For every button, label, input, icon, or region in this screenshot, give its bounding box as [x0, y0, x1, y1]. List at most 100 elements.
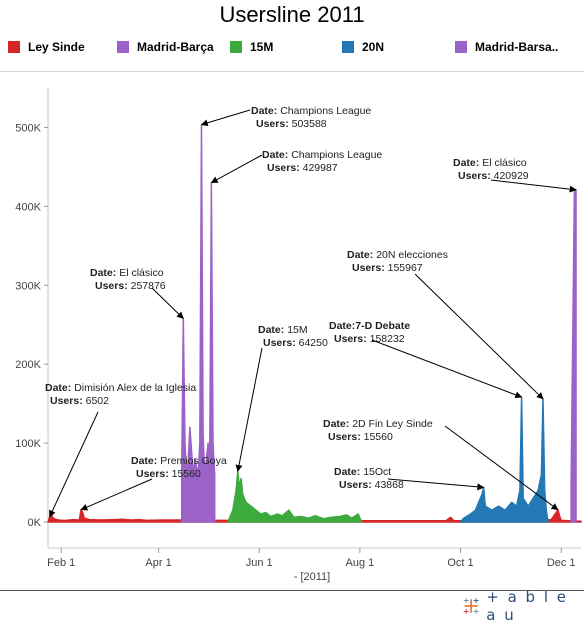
annotation-date-value: 2D Fin Ley Sinde	[352, 418, 433, 430]
annotation-date: Date: 20N elecciones	[347, 249, 448, 261]
annotation-users-key: Users:	[263, 337, 299, 349]
y-tick-label: 500K	[15, 122, 41, 134]
annotation-date-key: Date:	[251, 105, 280, 117]
annotation-users: Users: 64250	[263, 337, 328, 349]
annotation-arrow	[444, 425, 559, 511]
annotation-users: Users: 15560	[328, 431, 393, 443]
annotation-date-key: Date:	[453, 157, 482, 169]
legend-item-20n[interactable]: 20N	[342, 38, 384, 56]
annotation-date-key: Date:	[262, 149, 291, 161]
annotation-users: Users: 420929	[458, 170, 529, 182]
annotation-date-key: Date:	[323, 418, 352, 430]
annotation-arrow	[387, 478, 485, 491]
footer-divider	[0, 590, 584, 591]
annotation-users-key: Users:	[256, 118, 292, 130]
series-area-madrid-barsa[interactable]	[570, 189, 577, 523]
annotation-users-key: Users:	[352, 262, 388, 274]
annotation-date-key: Date:	[90, 267, 119, 279]
legend-swatch	[455, 41, 467, 53]
x-tick-label: Dec 1	[547, 557, 576, 569]
annotation-users-value: 64250	[299, 337, 328, 349]
annotation-users: Users: 6502	[50, 395, 109, 407]
annotation-arrow	[200, 109, 251, 127]
tableau-wordmark: + a b l e a u	[486, 588, 568, 624]
annotation-date: Date: El clásico	[453, 157, 527, 169]
series-area-madrid-bar-a[interactable]	[180, 123, 216, 523]
divider	[0, 71, 584, 72]
annotation-date-key: Date:	[45, 382, 74, 394]
legend-label: Ley Sinde	[28, 40, 85, 54]
annotation-date-value: Dimisión Alex de la Iglesia	[74, 382, 196, 394]
annotation-users-value: 503588	[292, 118, 327, 130]
legend-item-15m[interactable]: 15M	[230, 38, 273, 56]
legend-item-madrid-barsa[interactable]: Madrid-Barsa..	[455, 38, 558, 56]
annotation-date-value: El clásico	[482, 157, 527, 169]
annotation-date: Date: Premios Goya	[131, 455, 227, 467]
legend-label: 15M	[250, 40, 274, 54]
annotation-date-value: 15Oct	[363, 466, 391, 478]
series-area-20n[interactable]	[459, 396, 549, 523]
annotation-date-value: 20N elecciones	[376, 249, 448, 261]
annotation-users-value: 257876	[131, 280, 166, 292]
x-tick-label: Aug 1	[346, 557, 375, 569]
annotation-users: Users: 257876	[95, 280, 166, 292]
annotation-date: Date: 15M	[258, 324, 308, 336]
annotation-date-value: Premios Goya	[160, 455, 227, 467]
x-tick-label: Jun 1	[246, 557, 273, 569]
annotation-users-key: Users:	[95, 280, 131, 292]
annotation-users-key: Users:	[267, 162, 303, 174]
y-tick-label: 100K	[15, 438, 41, 450]
annotation-users-value: 429987	[303, 162, 338, 174]
legend-item-madrid-barca[interactable]: Madrid-Barça	[117, 38, 214, 56]
annotation-date: Date:7-D Debate	[329, 320, 410, 332]
annotation-date-value: 15M	[287, 324, 307, 336]
series-area-15m[interactable]	[227, 470, 363, 523]
annotation-arrow	[490, 179, 577, 193]
legend-item-ley-sinde[interactable]: Ley Sinde	[8, 38, 85, 56]
legend-swatch	[117, 41, 129, 53]
plot-area: 0K 100K 200K 300K 400K 500K Feb 1 Apr 1 Jun 1 Aug…	[15, 88, 582, 583]
x-axis-title: - [2011]	[294, 571, 331, 583]
annotation-users-value: 158232	[370, 333, 405, 345]
annotation-date-key: Date:	[258, 324, 287, 336]
legend: Ley Sinde Madrid-Barça 15M 20N Madrid-Ba…	[0, 38, 584, 56]
annotation-users: Users: 15560	[136, 468, 201, 480]
legend-swatch	[230, 41, 242, 53]
x-tick-label: Apr 1	[145, 557, 171, 569]
annotation-date: Date: Dimisión Alex de la Iglesia	[45, 382, 196, 394]
annotation-users-key: Users:	[339, 479, 375, 491]
legend-swatch	[342, 41, 354, 53]
tableau-cross-icon	[463, 598, 479, 614]
annotation-users-value: 15560	[172, 468, 201, 480]
annotation-users-key: Users:	[136, 468, 172, 480]
annotation-users-value: 420929	[494, 170, 529, 182]
annotation-users-value: 6502	[86, 395, 110, 407]
annotation-users-value: 43868	[375, 479, 404, 491]
annotation-users-key: Users:	[50, 395, 86, 407]
annotation-date-value: Champions League	[291, 149, 382, 161]
annotation-arrow	[371, 339, 523, 399]
annotation-users: Users: 158232	[334, 333, 405, 345]
annotation-date: Date: Champions League	[251, 105, 371, 117]
annotation-date-value: Champions League	[280, 105, 371, 117]
tableau-logo[interactable]: + a b l e a u	[462, 588, 584, 624]
annotation-date: Date: 2D Fin Ley Sinde	[323, 418, 433, 430]
annotation-users-key: Users:	[334, 333, 370, 345]
series-area-ley-sinde[interactable]	[47, 508, 582, 523]
annotation-arrow	[49, 411, 99, 518]
annotation-arrow	[235, 347, 263, 472]
legend-label: Madrid-Barça	[137, 40, 214, 54]
annotation-arrow	[414, 273, 544, 400]
annotation-date: Date: El clásico	[90, 267, 164, 279]
y-tick-label: 200K	[15, 359, 41, 371]
x-tick-label: Feb 1	[47, 557, 75, 569]
y-tick-label: 0K	[28, 517, 42, 529]
